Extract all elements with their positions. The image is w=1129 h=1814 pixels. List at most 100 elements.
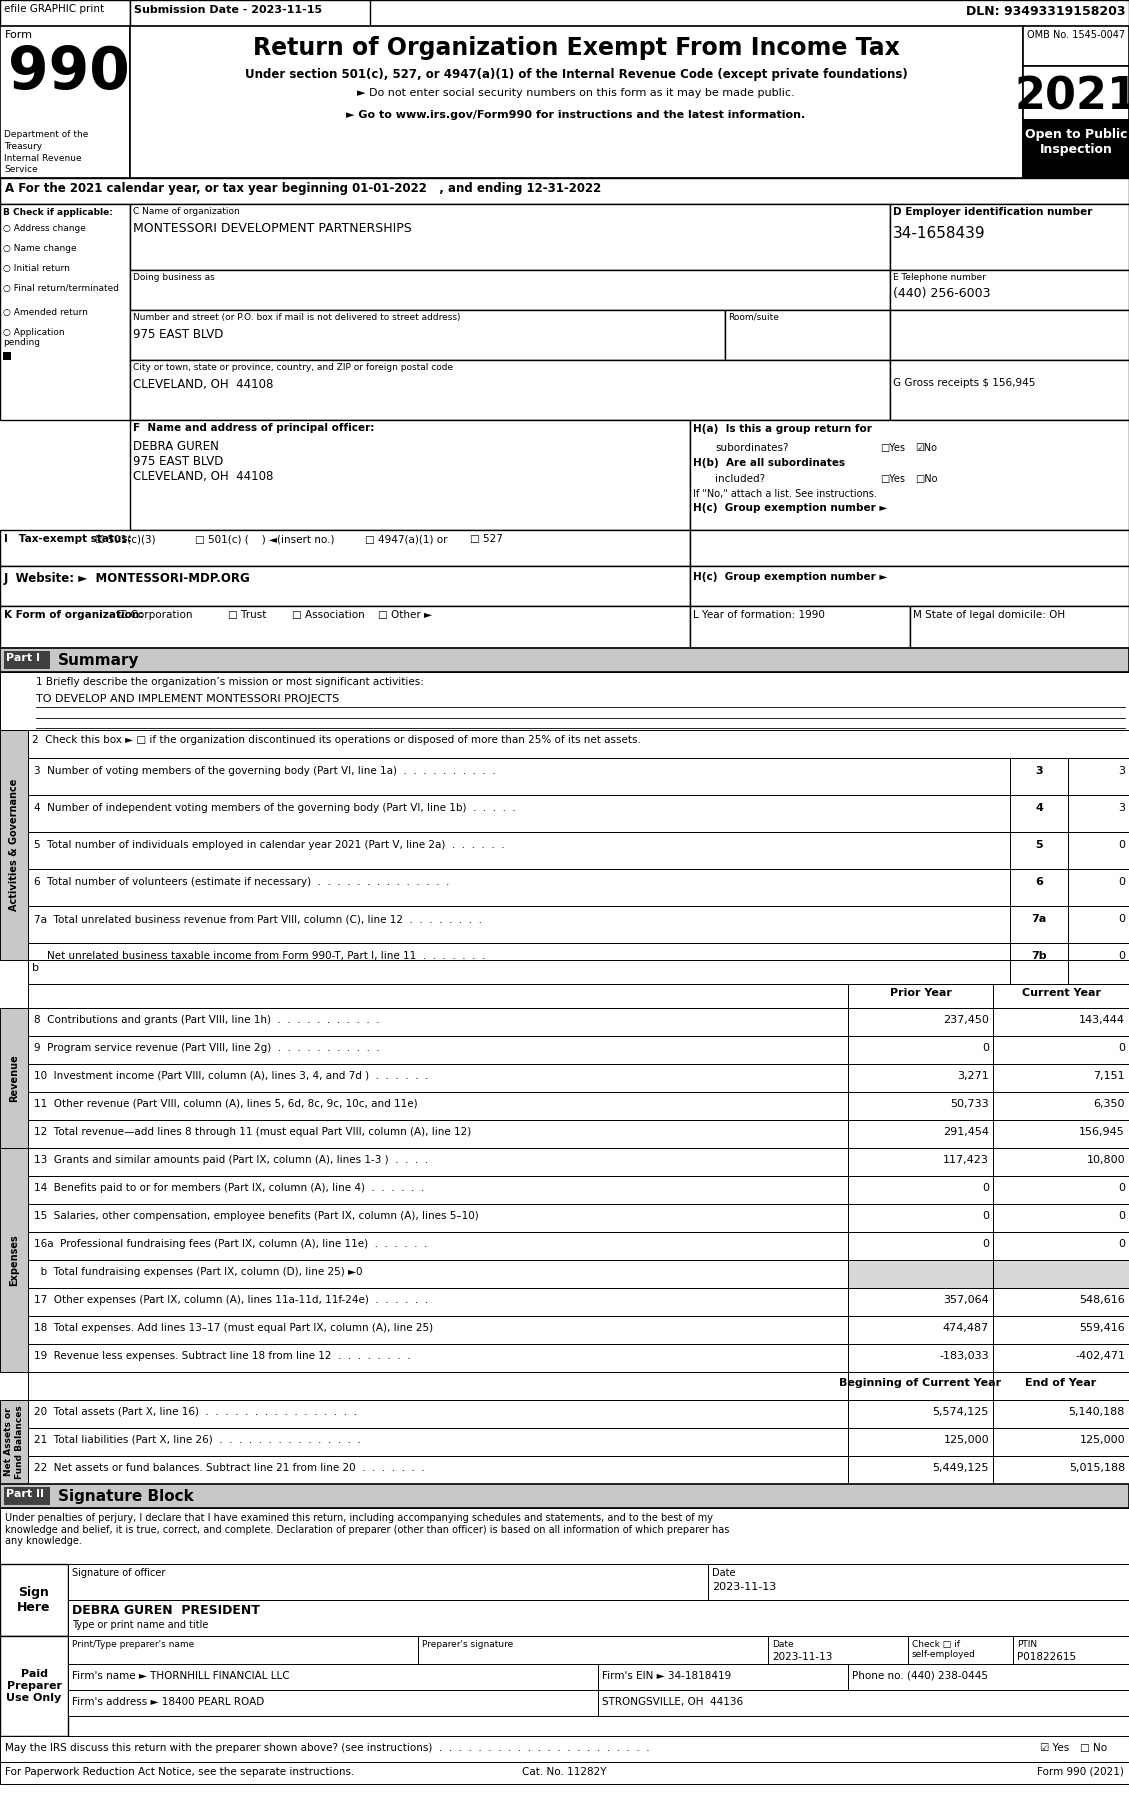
Text: Room/suite: Room/suite [728,314,779,323]
Text: 5,015,188: 5,015,188 [1069,1464,1124,1473]
Bar [0,0,130,25]
Bar [28,1175,848,1204]
Bar [28,869,1010,905]
Text: 16a  Professional fundraising fees (Part IX, column (A), line 11e)  .  .  .  .  : 16a Professional fundraising fees (Part … [34,1239,428,1250]
Text: Prior Year: Prior Year [890,989,952,998]
Bar [0,203,130,421]
Bar [848,1065,994,1092]
Bar [994,1371,1129,1400]
Bar [890,270,1129,310]
Bar [130,203,890,270]
Text: TO DEVELOP AND IMPLEMENT MONTESSORI PROJECTS: TO DEVELOP AND IMPLEMENT MONTESSORI PROJ… [36,695,339,704]
Bar [1010,905,1068,943]
Text: Print/Type preparer's name: Print/Type preparer's name [72,1640,194,1649]
Text: □ Association: □ Association [292,610,365,620]
Text: 2023-11-13: 2023-11-13 [712,1582,777,1593]
Bar [598,1663,848,1691]
Bar [28,905,1010,943]
Bar [1013,1636,1129,1663]
Text: 7a: 7a [1032,914,1047,923]
Text: 50,733: 50,733 [951,1099,989,1108]
Bar [690,606,910,648]
Text: 0: 0 [1118,876,1124,887]
Bar [848,1663,1129,1691]
Text: 125,000: 125,000 [944,1435,989,1446]
Text: Submission Date - 2023-11-15: Submission Date - 2023-11-15 [134,5,322,15]
Bar [848,1428,994,1457]
Text: If "No," attach a list. See instructions.: If "No," attach a list. See instructions… [693,490,877,499]
Bar [28,1119,848,1148]
Bar [28,1457,848,1484]
Bar [28,943,1010,980]
Text: 5,449,125: 5,449,125 [933,1464,989,1473]
Bar [0,530,690,566]
Text: Type or print name and title: Type or print name and title [72,1620,209,1631]
Text: 3: 3 [1118,804,1124,813]
Text: 18  Total expenses. Add lines 13–17 (must equal Part IX, column (A), line 25): 18 Total expenses. Add lines 13–17 (must… [34,1322,434,1333]
Bar [1010,833,1068,869]
Text: H(c)  Group exemption number ►: H(c) Group exemption number ► [693,502,887,513]
Bar [848,1119,994,1148]
Text: 22  Net assets or fund balances. Subtract line 21 from line 20  .  .  .  .  .  .: 22 Net assets or fund balances. Subtract… [34,1464,425,1473]
Bar [1068,833,1129,869]
Text: DEBRA GUREN: DEBRA GUREN [133,441,219,454]
Text: Paid
Preparer
Use Only: Paid Preparer Use Only [7,1669,62,1703]
Bar [848,1261,994,1288]
Text: □ No: □ No [1080,1743,1108,1752]
Text: B Check if applicable:: B Check if applicable: [3,209,113,218]
Bar [130,25,1023,178]
Bar [1068,758,1129,795]
Text: 0: 0 [1118,1183,1124,1194]
Bar [0,1400,28,1513]
Bar [0,1564,68,1636]
Text: 975 EAST BLVD: 975 EAST BLVD [133,328,224,341]
Text: □ 4947(a)(1) or: □ 4947(a)(1) or [365,533,447,544]
Text: Expenses: Expenses [9,1234,19,1286]
Bar [994,1065,1129,1092]
Bar [994,1261,1129,1288]
Text: 237,450: 237,450 [943,1016,989,1025]
Bar [28,1344,848,1371]
Bar [28,960,1010,983]
Text: 17  Other expenses (Part IX, column (A), lines 11a-11d, 11f-24e)  .  .  .  .  . : 17 Other expenses (Part IX, column (A), … [34,1295,428,1304]
Bar [418,1636,768,1663]
Text: 8  Contributions and grants (Part VIII, line 1h)  .  .  .  .  .  .  .  .  .  .  : 8 Contributions and grants (Part VIII, l… [34,1016,379,1025]
Text: ☑ 501(c)(3): ☑ 501(c)(3) [95,533,156,544]
Text: Activities & Governance: Activities & Governance [9,778,19,911]
Text: 10,800: 10,800 [1086,1156,1124,1165]
Text: Return of Organization Exempt From Income Tax: Return of Organization Exempt From Incom… [253,36,900,60]
Text: Form 990 (2021): Form 990 (2021) [1038,1767,1124,1778]
Bar [1068,795,1129,833]
Text: subordinates?: subordinates? [715,443,788,454]
Bar [0,1148,28,1371]
Text: Cat. No. 11282Y: Cat. No. 11282Y [522,1767,606,1778]
Text: □ 527: □ 527 [470,533,502,544]
Text: 4: 4 [1035,804,1043,813]
Text: 6,350: 6,350 [1094,1099,1124,1108]
Text: Summary: Summary [58,653,140,668]
Text: Number and street (or P.O. box if mail is not delivered to street address): Number and street (or P.O. box if mail i… [133,314,461,323]
Bar [848,1009,994,1036]
Text: End of Year: End of Year [1025,1379,1096,1388]
Bar [1010,869,1068,905]
Text: 156,945: 156,945 [1079,1126,1124,1137]
Bar [130,310,725,359]
Text: H(b)  Are all subordinates: H(b) Are all subordinates [693,457,846,468]
Text: 5,574,125: 5,574,125 [933,1408,989,1417]
Text: CLEVELAND, OH  44108: CLEVELAND, OH 44108 [133,377,273,392]
Text: 20  Total assets (Part X, line 16)  .  .  .  .  .  .  .  .  .  .  .  .  .  .  . : 20 Total assets (Part X, line 16) . . . … [34,1408,357,1417]
Bar [725,310,890,359]
Text: DLN: 93493319158203: DLN: 93493319158203 [965,5,1124,18]
Bar [0,25,130,178]
Text: 0: 0 [982,1239,989,1250]
Bar [28,983,848,1009]
Bar [28,1065,848,1092]
Text: b: b [32,963,40,972]
Bar [130,359,890,421]
Text: ○ Application
pending: ○ Application pending [3,328,64,348]
Text: 7,151: 7,151 [1093,1070,1124,1081]
Text: Under section 501(c), 527, or 4947(a)(1) of the Internal Revenue Code (except pr: Under section 501(c), 527, or 4947(a)(1)… [245,67,908,82]
Bar [68,1636,418,1663]
Text: included?: included? [715,473,765,484]
Text: 559,416: 559,416 [1079,1322,1124,1333]
